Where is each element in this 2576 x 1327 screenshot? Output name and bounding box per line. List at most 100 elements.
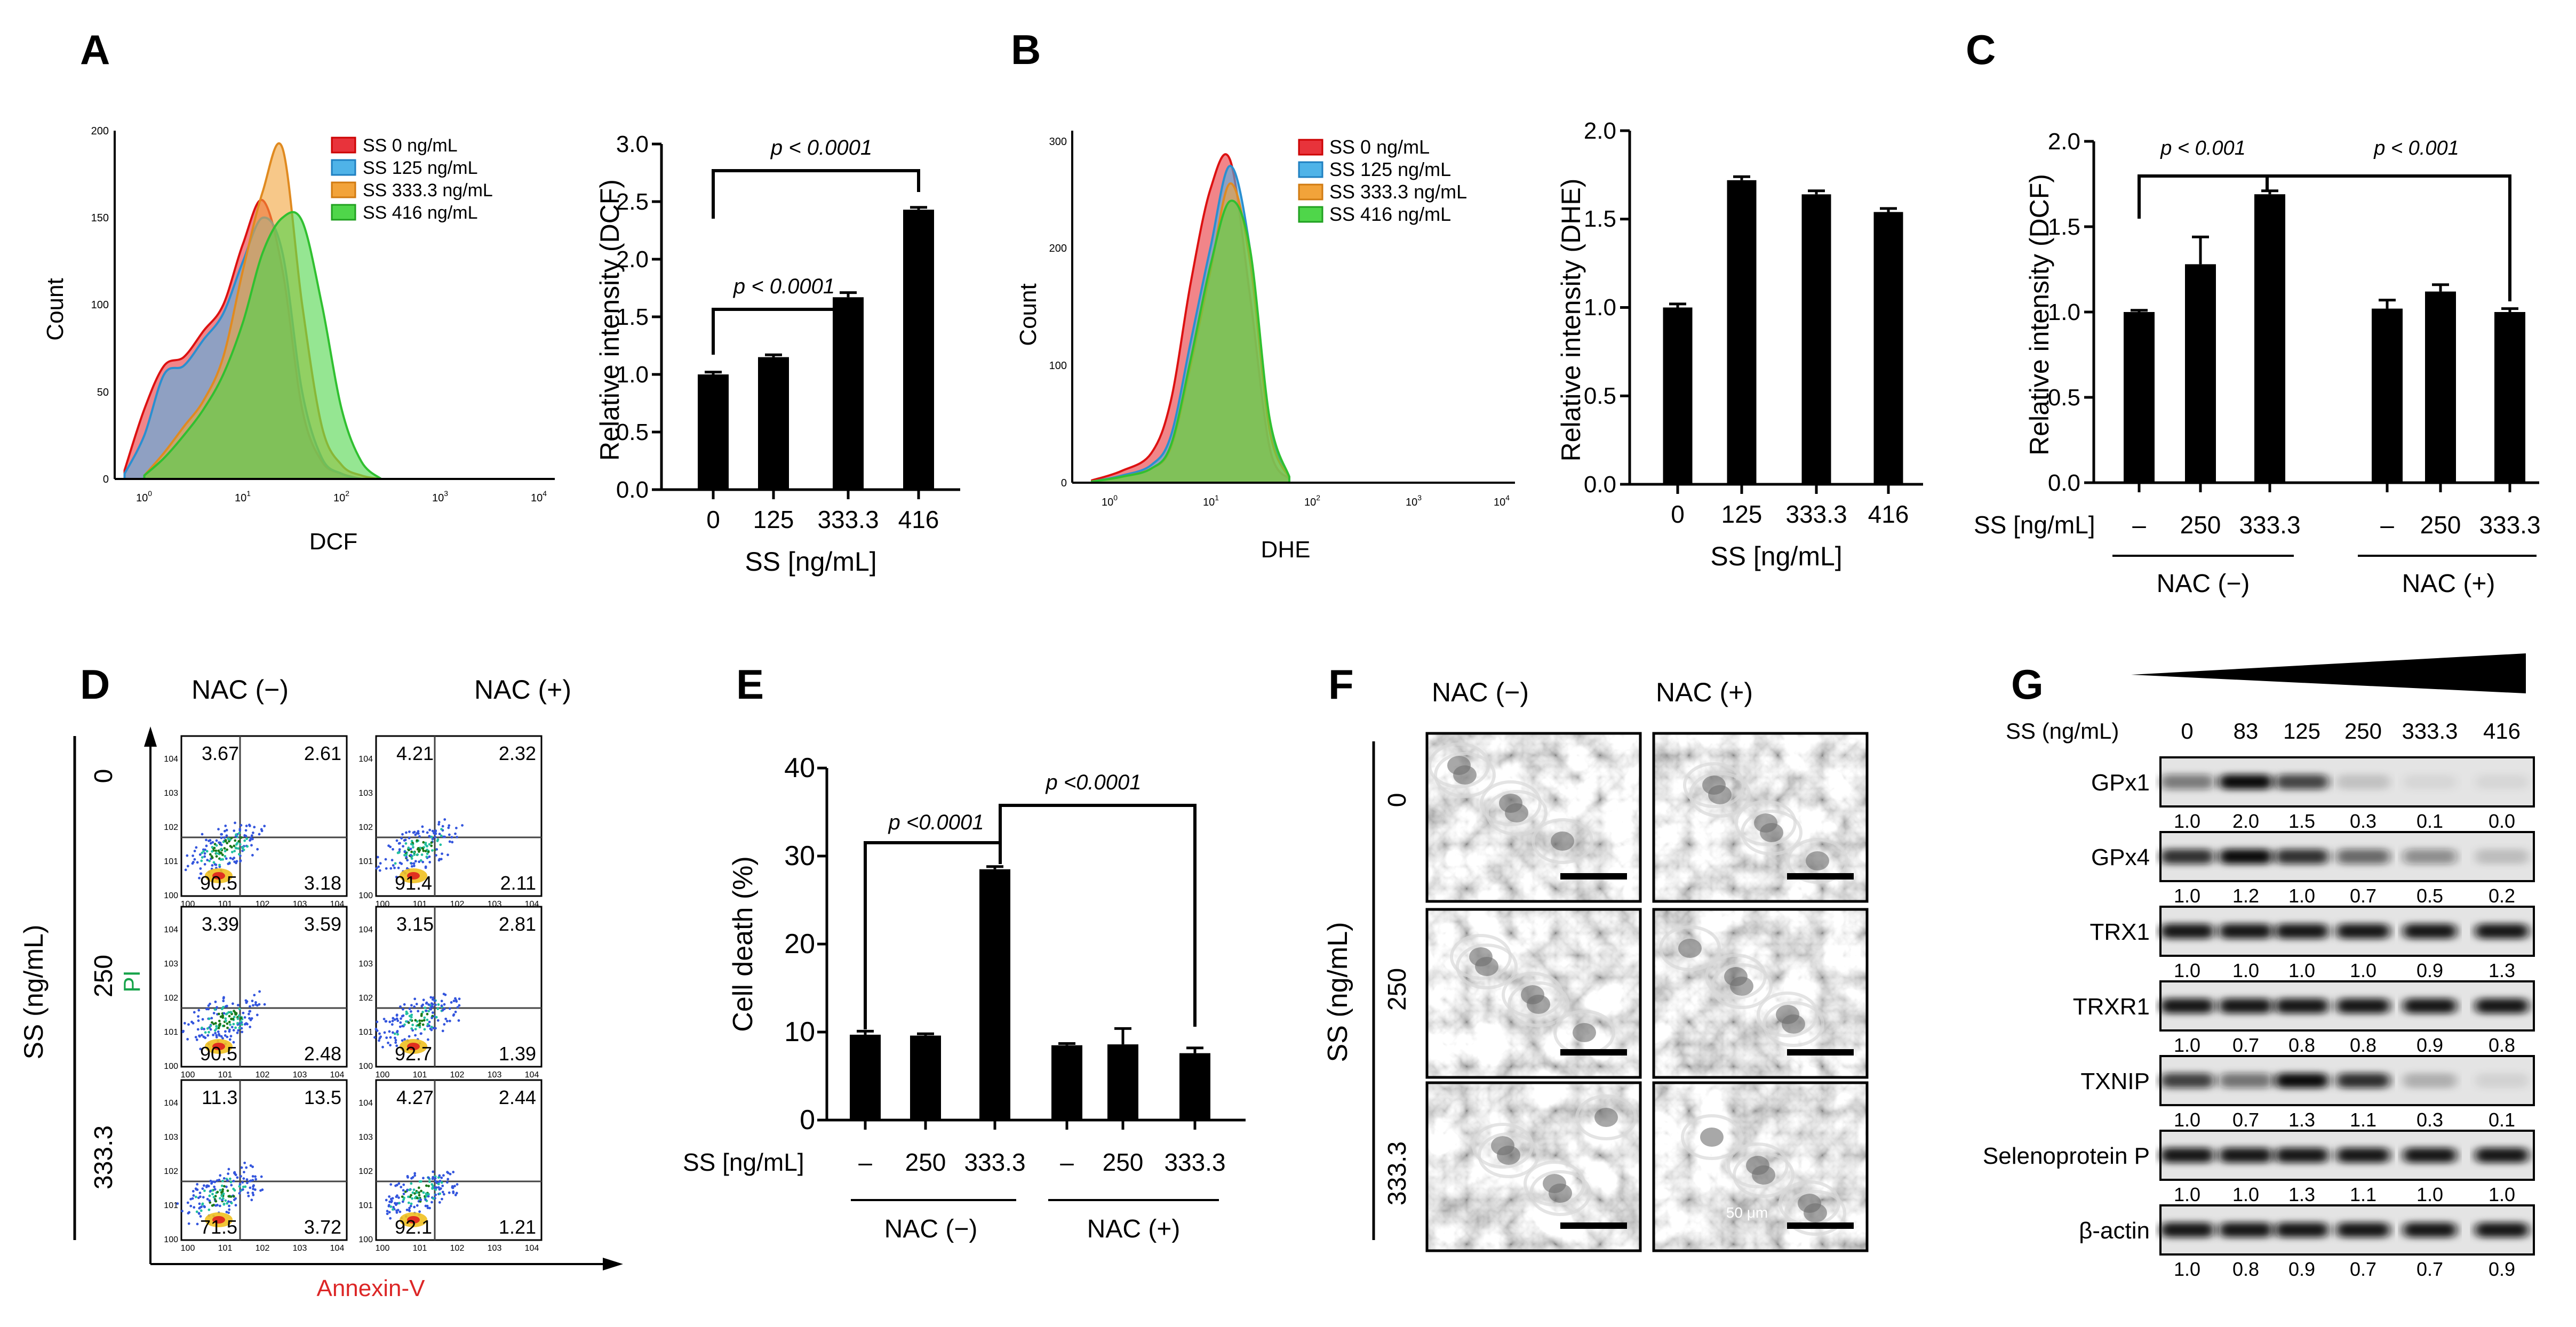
panel-d-ss-label: SS (ng/mL) [19,925,49,1060]
flow-event-dot [443,1008,446,1010]
flow-event-dot [403,853,406,857]
flow-event-dot [253,1188,257,1191]
flow-event-dot [406,1012,409,1015]
flow-event-dot [236,1004,240,1006]
flow-event-dot [426,1038,429,1041]
flow-event-dot [389,845,392,849]
flow-event-dot [205,1008,208,1011]
flow-event-dot [229,1011,233,1014]
band-density-value: 1.0 [2174,885,2200,907]
flow-event-dot [251,854,254,857]
band-density-value: 1.0 [2174,1109,2200,1131]
cell-outline [1508,981,1569,1027]
flow-event-dot [399,1021,402,1024]
flow-event-dot [224,838,227,842]
flow-event-dot [454,832,457,835]
flow-event-dot [198,1206,202,1209]
histogram-a-xtick: 101 [235,489,251,504]
flow-axis-tick: 104 [358,755,373,764]
flow-axis-tick: 103 [358,1133,373,1142]
cell-nucleus [1678,939,1702,958]
quadrant-value: 92.7 [395,1043,432,1065]
flow-event-dot [206,859,209,861]
flow-event-dot [413,853,416,856]
bar-e-ytick: 20 [784,929,815,960]
cell-outline [1787,838,1848,884]
band-density-value: 0.3 [2417,1109,2443,1131]
blot-protein-label: GPx4 [2091,844,2150,870]
micrograph [1652,908,1869,1079]
flow-event-dot [212,861,216,864]
flow-event-dot [430,1017,434,1019]
blot-band [2403,1148,2457,1163]
flow-event-dot [396,1030,399,1033]
flow-event-dot [388,1030,391,1033]
flow-event-dot [224,1017,227,1020]
bar-e-ytick: 40 [784,753,815,784]
flow-event-dot [258,833,261,836]
bar [979,869,1010,1120]
flow-event-dot [439,843,442,846]
flow-event-dot [396,1202,399,1205]
blot-band [2160,998,2214,1013]
cell-outline [1683,762,1745,808]
flow-event-dot [392,848,394,851]
flow-event-dot [401,1014,404,1018]
flow-event-dot [253,826,256,829]
flow-event-dot [238,827,242,830]
flow-event-dot [227,1172,229,1176]
band-density-value: 0.8 [2232,1258,2259,1280]
flow-event-dot [403,1038,406,1041]
flow-event-dot [211,1189,214,1192]
panel-letter-d: D [80,661,110,708]
flow-event-dot [437,1186,440,1189]
flow-event-dot [438,1179,442,1182]
cell-outline [1757,992,1819,1037]
cell-nucleus [1752,1165,1775,1185]
flow-event-dot [232,1195,235,1198]
flow-event-dot [226,1202,229,1205]
legend-swatch-ss416 [331,204,356,221]
bar [903,210,934,490]
micrograph [1652,1081,1869,1252]
bar-c-ylabel: Relative intensity (DCF) [2024,174,2054,455]
flow-axis-tick: 103 [164,1133,178,1142]
flow-event-dot [194,1036,197,1039]
cell-nucleus [1573,1023,1596,1042]
flow-event-dot [446,1181,449,1184]
flow-event-dot [406,859,409,862]
bar-b-category: 333.3 [1785,500,1847,528]
flow-event-dot [249,1180,251,1182]
flow-event-dot [207,1004,210,1007]
flow-event-dot [433,1000,436,1003]
flow-event-dot [243,839,246,842]
flow-axis-tick: 104 [164,755,178,764]
band-density-value: 1.0 [2174,960,2200,981]
legend-label: SS 0 ng/mL [363,135,458,156]
flow-event-dot [404,838,407,842]
flow-event-dot [211,1204,214,1207]
flow-axis-tick: 100 [376,1070,390,1080]
scale-bar [1787,1049,1854,1056]
flow-event-dot [212,1196,216,1198]
blot-band [2403,1222,2457,1237]
flow-event-dot [447,826,450,829]
flow-event-dot [421,1023,425,1026]
flow-event-dot [193,850,196,852]
blot-band [2336,1222,2390,1237]
flow-event-dot [454,999,458,1002]
flow-axis-tick: 102 [358,823,373,832]
bar-c-group-label: NAC (−) [2157,570,2250,598]
flow-event-dot [410,1202,413,1205]
bar-chart-b-bars [1620,129,1903,494]
flow-plot-frame [180,906,348,1068]
flow-event-dot [251,1179,254,1182]
flow-event-dot [193,1011,196,1014]
flow-event-dot [221,1037,224,1040]
flow-event-dot [242,1185,245,1188]
bar-a-ytick: 3.0 [616,131,649,157]
flow-event-dot [453,1185,456,1188]
flow-event-dot [242,1011,245,1014]
cell-outline [1762,1001,1824,1047]
flow-event-dot [427,1003,430,1006]
